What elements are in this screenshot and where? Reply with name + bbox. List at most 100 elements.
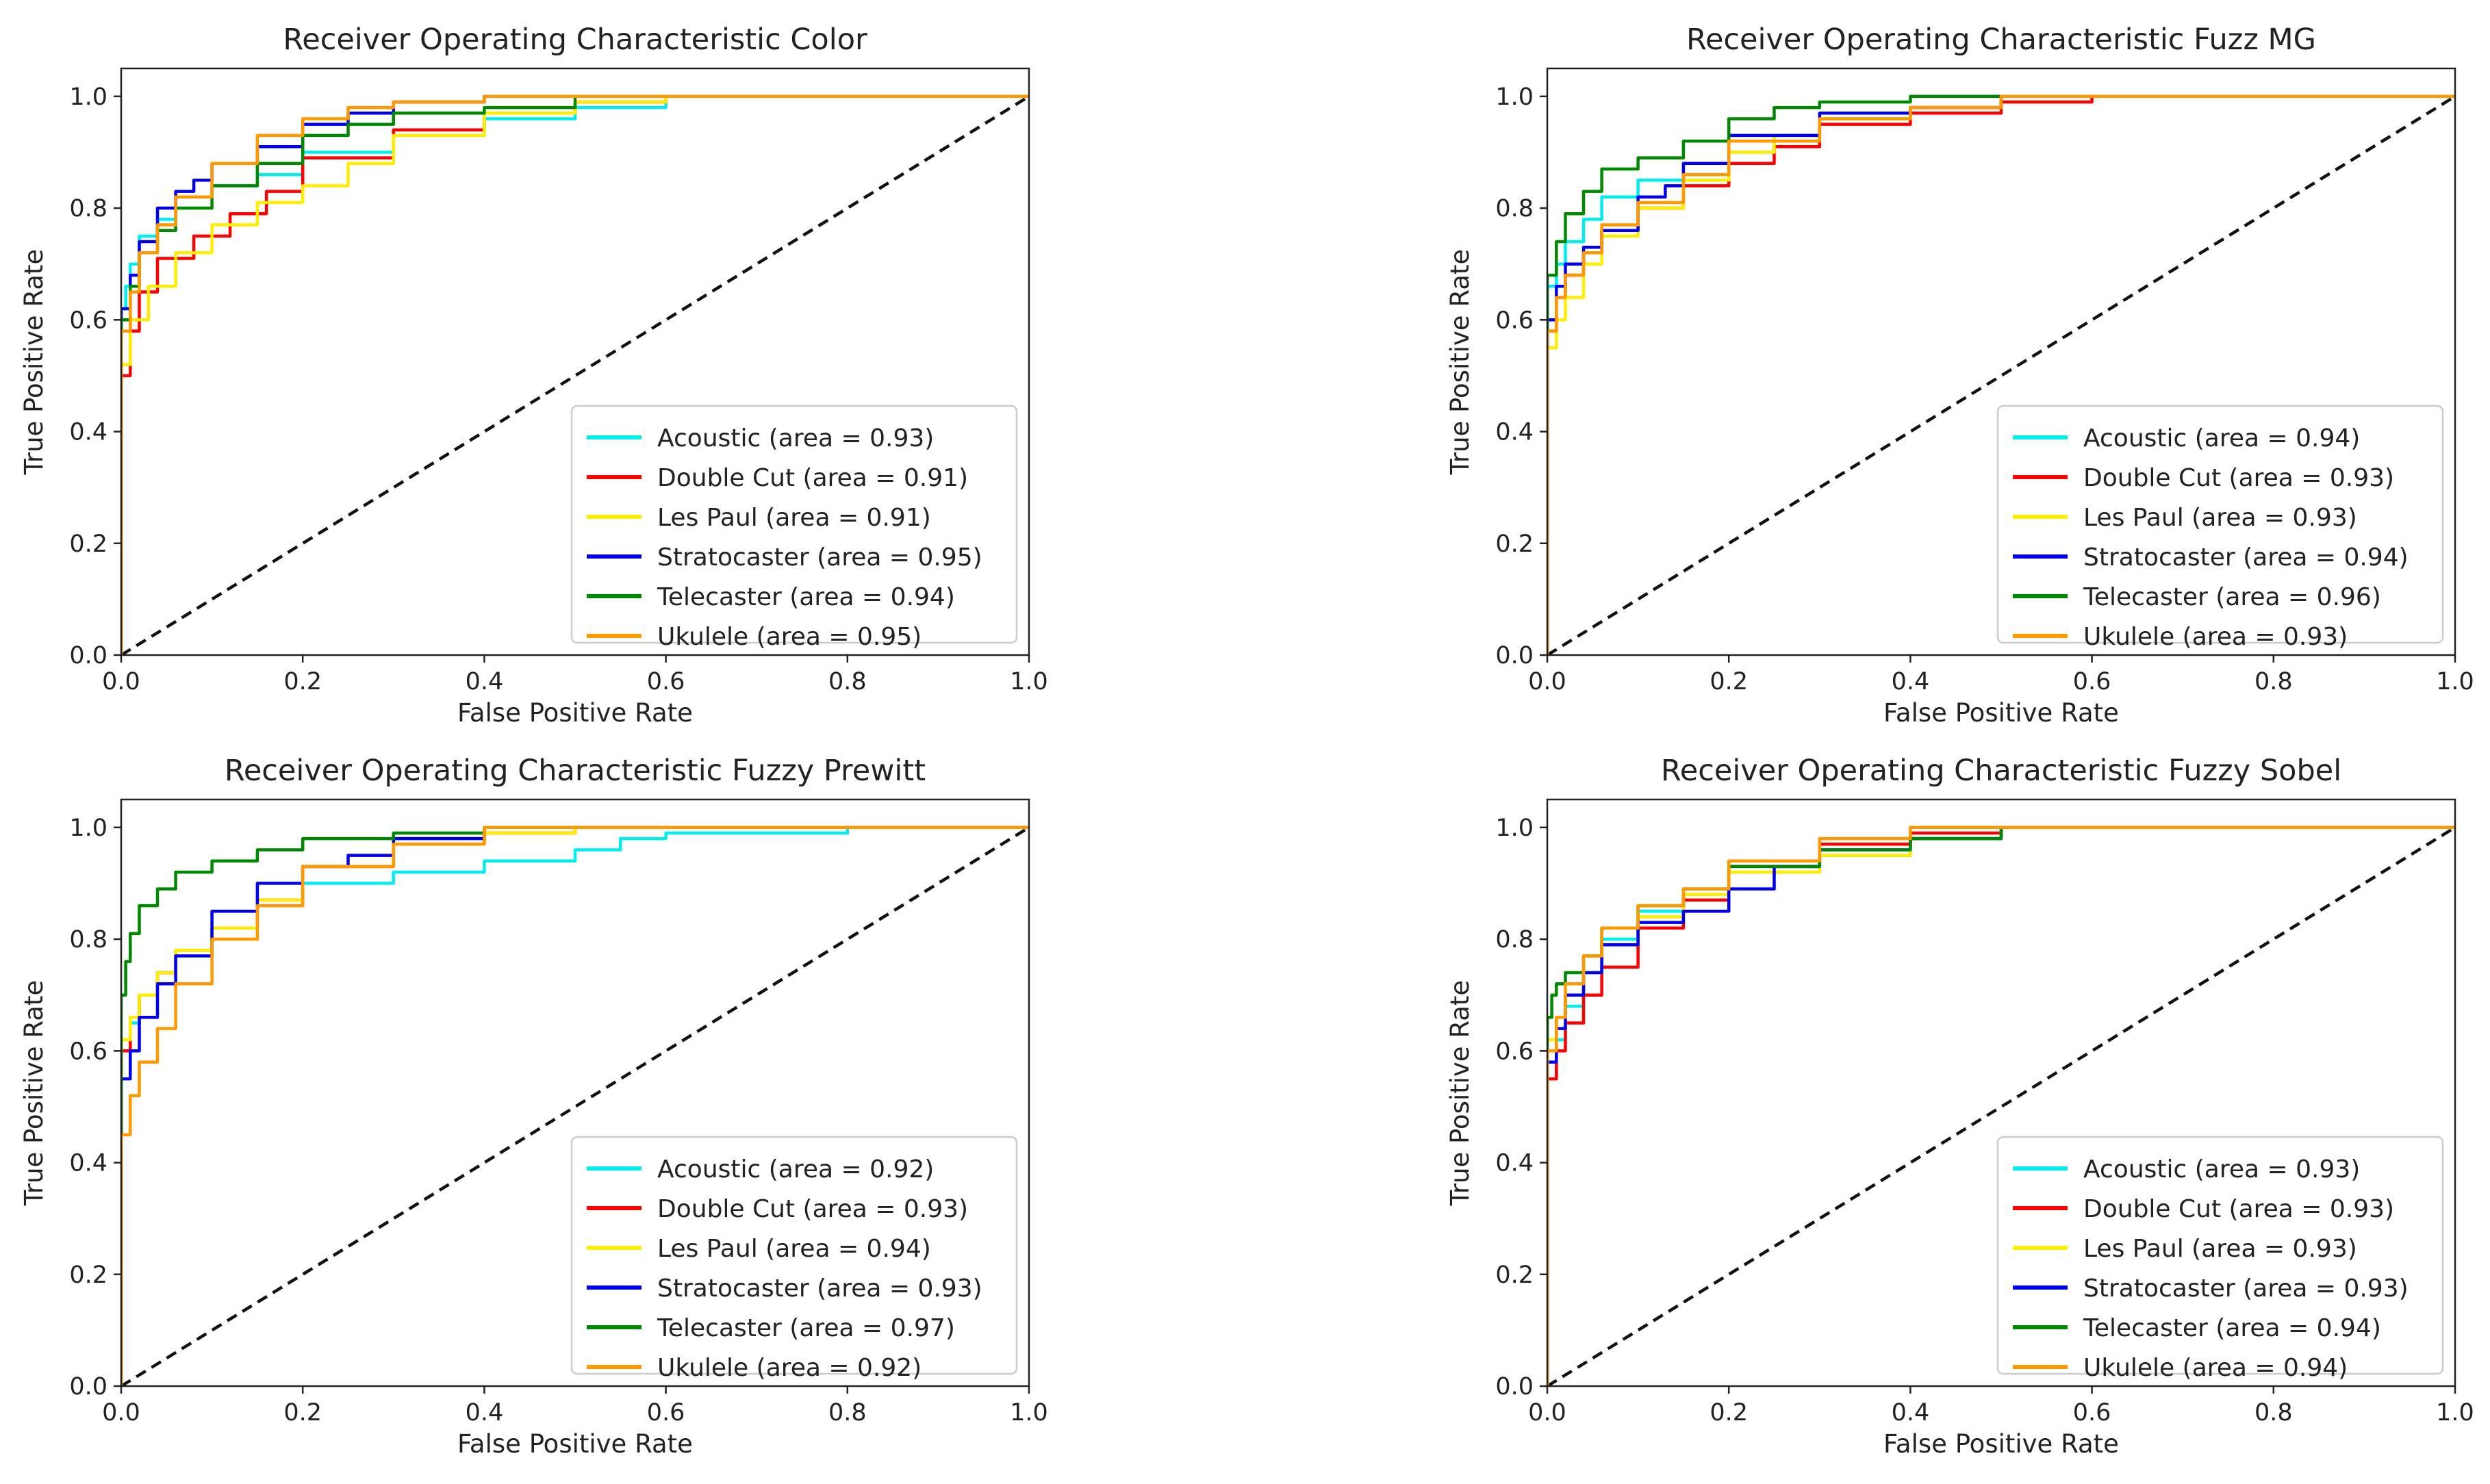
x-axis-label: False Positive Rate (457, 698, 693, 728)
legend-entry: Telecaster (area = 0.97) (657, 1314, 955, 1342)
legend-entry: Double Cut (area = 0.93) (657, 1195, 968, 1223)
x-tick-label: 0.6 (647, 1399, 685, 1427)
x-tick-label: 1.0 (2436, 1399, 2474, 1427)
legend-entry: Ukulele (area = 0.92) (657, 1354, 922, 1382)
y-tick-label: 0.0 (69, 1373, 107, 1400)
x-tick-label: 1.0 (2436, 668, 2474, 695)
x-axis-label: False Positive Rate (457, 1429, 693, 1459)
y-tick-label: 0.2 (1495, 1262, 1534, 1289)
chart-title: Receiver Operating Characteristic Fuzz M… (1686, 23, 2316, 57)
x-tick-label: 0.2 (283, 668, 322, 695)
legend: Acoustic (area = 0.93) Double Cut (area =… (570, 405, 1018, 651)
y-tick-label: 0.4 (69, 1150, 107, 1177)
chart-title: Receiver Operating Characteristic Color (283, 23, 867, 57)
chart-title: Receiver Operating Characteristic Fuzzy … (225, 754, 926, 788)
legend-entry: Les Paul (area = 0.94) (657, 1235, 931, 1263)
legend-entry: Stratocaster (area = 0.95) (657, 543, 982, 572)
y-tick-label: 0.8 (69, 926, 107, 954)
legend-entry: Ukulele (area = 0.94) (2083, 1354, 2348, 1382)
y-tick-label: 0.0 (1495, 642, 1534, 669)
legend-entry: Double Cut (area = 0.93) (2083, 1195, 2394, 1223)
roc-panel-fuzzy-sobel: Receiver Operating Characteristic Fuzzy … (1445, 754, 2474, 1459)
plot-frame (1546, 67, 2456, 656)
x-tick-label: 0.4 (466, 668, 504, 695)
y-axis-label: True Positive Rate (19, 249, 49, 476)
y-tick-label: 0.0 (1495, 1373, 1534, 1400)
legend: Acoustic (area = 0.92) Double Cut (area =… (570, 1136, 1018, 1382)
y-tick-label: 1.0 (69, 84, 107, 111)
x-tick-label: 0.6 (2073, 1399, 2111, 1427)
x-axis-label: False Positive Rate (1883, 698, 2119, 728)
legend-entry: Acoustic (area = 0.94) (2083, 424, 2360, 452)
x-tick-label: 1.0 (1010, 1399, 1048, 1427)
roc-curve-ukulele (1547, 826, 2455, 1386)
legend-entry: Double Cut (area = 0.91) (657, 464, 968, 492)
x-tick-label: 1.0 (1010, 668, 1048, 695)
roc-curve-telecaster (121, 94, 1029, 655)
x-tick-label: 0.4 (1892, 1399, 1930, 1427)
y-tick-label: 1.0 (69, 815, 107, 842)
y-tick-label: 1.0 (1495, 815, 1534, 842)
x-tick-label: 0.8 (2254, 668, 2293, 695)
x-tick-label: 0.6 (2073, 668, 2111, 695)
roc-curve-ukulele (121, 94, 1029, 655)
roc-curve-telecaster (121, 826, 1029, 1386)
legend-box (570, 405, 1018, 644)
y-tick-label: 0.6 (69, 307, 107, 334)
y-tick-label: 0.6 (69, 1038, 107, 1065)
legend-box (1996, 405, 2444, 644)
legend-box (1996, 1136, 2444, 1375)
legend-entry: Acoustic (area = 0.93) (657, 424, 934, 452)
y-tick-label: 0.8 (1495, 926, 1534, 954)
x-tick-label: 0.0 (1528, 1399, 1566, 1427)
x-tick-label: 0.2 (1710, 1399, 1748, 1427)
x-axis-label: False Positive Rate (1883, 1429, 2119, 1459)
legend-entry: Telecaster (area = 0.96) (2083, 583, 2381, 611)
legend-entry: Double Cut (area = 0.93) (2083, 464, 2394, 492)
y-tick-label: 0.2 (69, 1262, 107, 1289)
x-tick-label: 0.8 (828, 668, 867, 695)
legend-entry: Stratocaster (area = 0.93) (657, 1275, 982, 1303)
y-tick-label: 0.4 (1495, 419, 1534, 446)
x-tick-label: 0.0 (1528, 668, 1566, 695)
plot-frame (120, 798, 1030, 1387)
x-tick-label: 0.2 (1710, 668, 1748, 695)
y-tick-label: 0.8 (69, 195, 107, 222)
roc-panel-fuzz-mg: Receiver Operating Characteristic Fuzz M… (1445, 23, 2474, 728)
roc-panel-fuzzy-prewitt: Receiver Operating Characteristic Fuzzy … (19, 754, 1048, 1459)
legend: Acoustic (area = 0.93) Double Cut (area =… (1996, 1136, 2444, 1382)
legend-entry: Les Paul (area = 0.91) (657, 504, 931, 532)
roc-curve-ukulele (121, 826, 1029, 1386)
legend-entry: Stratocaster (area = 0.94) (2083, 543, 2409, 572)
y-axis-label: True Positive Rate (1445, 980, 1475, 1207)
y-tick-label: 0.0 (69, 642, 107, 669)
y-axis-label: True Positive Rate (1445, 249, 1475, 476)
x-tick-label: 0.4 (466, 1399, 504, 1427)
y-tick-label: 0.4 (69, 419, 107, 446)
y-tick-label: 0.6 (1495, 307, 1534, 334)
y-tick-label: 0.4 (1495, 1150, 1534, 1177)
y-tick-label: 1.0 (1495, 84, 1534, 111)
legend-entry: Telecaster (area = 0.94) (2083, 1314, 2381, 1342)
y-tick-label: 0.2 (69, 530, 107, 558)
x-tick-label: 0.4 (1892, 668, 1930, 695)
legend-entry: Telecaster (area = 0.94) (657, 583, 955, 611)
legend-entry: Les Paul (area = 0.93) (2083, 504, 2357, 532)
x-tick-label: 0.2 (283, 1399, 322, 1427)
legend: Acoustic (area = 0.94) Double Cut (area =… (1996, 405, 2444, 651)
legend-box (570, 1136, 1018, 1375)
roc-curve-ukulele (1547, 94, 2455, 655)
legend-entry: Acoustic (area = 0.93) (2083, 1155, 2360, 1184)
roc-curve-telecaster (1547, 94, 2455, 655)
chart-title: Receiver Operating Characteristic Fuzzy … (1661, 754, 2341, 788)
x-tick-label: 0.6 (647, 668, 685, 695)
y-tick-label: 0.2 (1495, 530, 1534, 558)
legend-entry: Ukulele (area = 0.95) (657, 623, 922, 651)
legend-entry: Acoustic (area = 0.92) (657, 1155, 934, 1184)
plot-frame (120, 67, 1030, 656)
x-tick-label: 0.0 (102, 668, 140, 695)
legend-entry: Ukulele (area = 0.93) (2083, 623, 2348, 651)
y-axis-label: True Positive Rate (19, 980, 49, 1207)
x-tick-label: 0.8 (2254, 1399, 2293, 1427)
